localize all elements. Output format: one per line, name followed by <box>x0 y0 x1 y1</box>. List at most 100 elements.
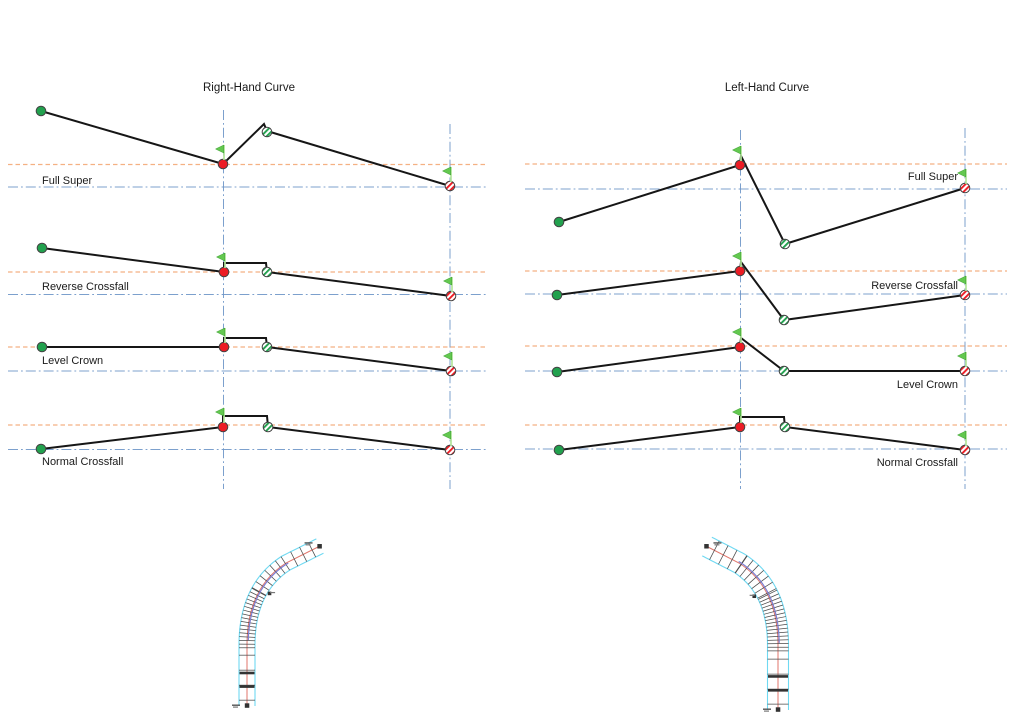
cross-section-line <box>40 110 451 187</box>
left-road-plan <box>232 538 324 708</box>
marker-red <box>218 341 230 353</box>
road-section-tick <box>758 589 778 600</box>
row-label: Normal Crossfall <box>877 457 958 469</box>
station-node <box>317 544 322 549</box>
flag-icon <box>956 275 967 291</box>
row-label: Reverse Crossfall <box>42 281 129 293</box>
cross-section-row: Reverse Crossfall <box>8 242 488 302</box>
station-label-marks <box>713 542 722 544</box>
flag-pennant <box>731 251 742 261</box>
flag-pennant <box>956 275 967 285</box>
road-section-tick <box>718 545 729 565</box>
flag-icon <box>731 145 742 161</box>
road-section-tick <box>734 555 748 574</box>
road-section-tick <box>290 551 299 567</box>
panel-title: Right-Hand Curve <box>203 82 295 94</box>
road-edge-line <box>238 538 317 706</box>
road-section-tick <box>767 635 789 638</box>
flag-pennant <box>215 252 226 262</box>
marker-red-hatch <box>959 289 971 301</box>
flag-pennant <box>442 351 453 361</box>
road-section-tick <box>766 627 788 631</box>
marker-red-hatch <box>444 180 456 192</box>
road-section-tick <box>243 609 259 615</box>
flag-icon <box>441 430 452 446</box>
marker-green-hatch <box>778 314 790 326</box>
road-section-tick <box>255 581 270 591</box>
road-section-tick <box>739 559 754 577</box>
cross-section-line <box>42 337 452 372</box>
road-section-tick <box>751 575 769 589</box>
road-edge-line <box>711 536 790 710</box>
flag-pennant <box>214 407 225 417</box>
road-section-tick <box>240 621 257 625</box>
marker-red-hatch <box>959 444 971 456</box>
marker-green <box>553 216 565 228</box>
road-section-tick <box>275 560 286 574</box>
flag-pennant <box>956 430 967 440</box>
row-label: Full Super <box>908 171 958 183</box>
station-end-marker <box>704 542 722 549</box>
road-edge-line <box>254 552 324 706</box>
road-section-tick <box>239 636 256 638</box>
road-section-tick <box>762 604 784 612</box>
flag-pennant <box>214 144 225 154</box>
road-section-tick <box>767 631 789 635</box>
cross-section-line <box>41 247 452 297</box>
station-mid-marker <box>267 591 276 596</box>
marker-red-hatch <box>444 444 456 456</box>
station-label-marks <box>233 706 238 708</box>
flag-pennant <box>731 407 742 417</box>
flag-icon <box>442 276 453 292</box>
cross-section-row: Level Crown <box>525 327 1007 391</box>
road-section-tick <box>760 597 781 606</box>
marker-red <box>734 159 746 171</box>
marker-green <box>36 242 48 254</box>
marker-green <box>35 443 47 455</box>
row-label: Level Crown <box>897 379 958 391</box>
row-label: Full Super <box>42 175 92 187</box>
marker-green-hatch <box>262 421 274 433</box>
curve-panel: Full Super Reverse Crossfall Level Crown No… <box>525 82 1007 489</box>
marker-green <box>553 444 565 456</box>
flag-pennant <box>731 327 742 337</box>
marker-green <box>551 289 563 301</box>
road-curve-centerline <box>738 560 780 643</box>
cross-section-line <box>40 415 451 451</box>
road-section-tick <box>761 600 782 609</box>
road-section-tick <box>759 593 779 603</box>
road-section-tick <box>240 624 257 628</box>
station-node <box>704 544 709 549</box>
marker-green-hatch <box>261 341 273 353</box>
curve-panel: Full Super Reverse Crossfall Level Crown No… <box>8 82 488 489</box>
station-label-marks <box>304 542 313 544</box>
panel-title: Left-Hand Curve <box>725 82 809 94</box>
flag-icon <box>442 351 453 367</box>
marker-red-hatch <box>959 182 971 194</box>
cross-section-row: Full Super <box>8 105 488 192</box>
road-section-tick <box>709 540 720 560</box>
road-section-tick <box>757 588 777 599</box>
cross-section-line <box>558 152 966 246</box>
station-node <box>775 707 781 712</box>
road-section-tick <box>754 581 773 594</box>
road-section-tick <box>727 549 738 569</box>
flag-pennant <box>441 166 452 176</box>
flag-pennant <box>442 276 453 286</box>
station-label-marks <box>305 544 311 546</box>
station-label-marks <box>270 591 276 594</box>
road-section-tick <box>743 564 759 581</box>
cross-section-row: Normal Crossfall <box>8 407 488 468</box>
station-label-marks <box>763 708 771 710</box>
road-section-tick <box>246 598 262 606</box>
marker-red <box>217 421 229 433</box>
road-section-tick <box>248 594 264 603</box>
station-end-marker <box>763 707 781 712</box>
road-section-tick <box>767 639 789 641</box>
marker-red-hatch <box>959 365 971 377</box>
station-label-marks <box>232 704 240 706</box>
flag-icon <box>731 407 742 423</box>
road-section-tick <box>259 575 273 586</box>
road-section-tick <box>251 587 266 597</box>
